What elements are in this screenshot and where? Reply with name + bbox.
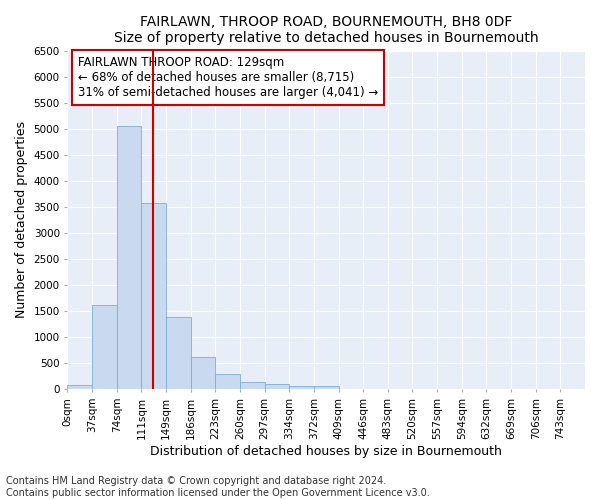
Bar	[117, 126, 142, 389]
Bar	[289, 386, 314, 389]
Bar	[67, 386, 92, 389]
Title: FAIRLAWN, THROOP ROAD, BOURNEMOUTH, BH8 0DF
Size of property relative to detache: FAIRLAWN, THROOP ROAD, BOURNEMOUTH, BH8 …	[114, 15, 539, 45]
Bar	[215, 374, 240, 389]
Text: FAIRLAWN THROOP ROAD: 129sqm
← 68% of detached houses are smaller (8,715)
31% of: FAIRLAWN THROOP ROAD: 129sqm ← 68% of de…	[78, 56, 378, 98]
Bar	[314, 386, 338, 389]
Bar	[191, 358, 215, 389]
Bar	[166, 317, 191, 389]
X-axis label: Distribution of detached houses by size in Bournemouth: Distribution of detached houses by size …	[150, 444, 502, 458]
Bar	[92, 305, 117, 389]
Bar	[142, 203, 166, 389]
Bar	[240, 382, 265, 389]
Text: Contains HM Land Registry data © Crown copyright and database right 2024.
Contai: Contains HM Land Registry data © Crown c…	[6, 476, 430, 498]
Y-axis label: Number of detached properties: Number of detached properties	[15, 122, 28, 318]
Bar	[265, 384, 289, 389]
